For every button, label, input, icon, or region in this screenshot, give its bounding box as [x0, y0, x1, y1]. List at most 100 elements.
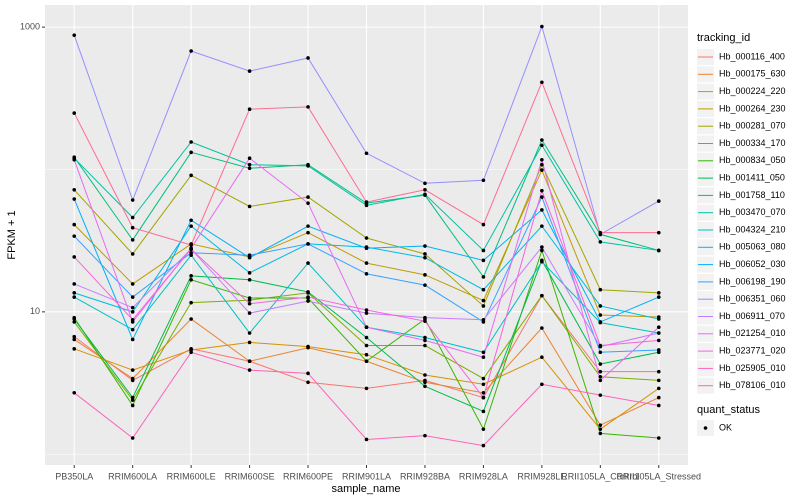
data-point [540, 188, 544, 193]
y-tick-label: 1000 [20, 21, 40, 31]
data-point [247, 255, 252, 260]
data-point [656, 338, 661, 343]
data-point [598, 313, 603, 317]
data-point [481, 287, 486, 292]
data-point [598, 343, 603, 348]
data-point [189, 250, 193, 255]
legend-title: tracking_id [697, 32, 750, 44]
data-point [481, 443, 486, 448]
data-point [540, 248, 544, 253]
data-point [189, 218, 193, 223]
data-point [72, 291, 77, 295]
data-point [247, 69, 252, 73]
data-point [656, 325, 661, 330]
data-point [247, 162, 252, 167]
data-point [481, 178, 486, 183]
data-point [540, 195, 544, 199]
legend-label: Hb_001758_110 [719, 190, 785, 200]
data-point [130, 337, 135, 342]
data-point [423, 373, 427, 377]
data-point [481, 427, 486, 431]
data-point [130, 327, 135, 332]
data-point [72, 33, 77, 37]
data-point [656, 378, 661, 383]
data-point [598, 369, 603, 374]
data-point [656, 403, 661, 408]
data-point [540, 168, 544, 172]
data-point [306, 295, 310, 299]
data-point [423, 335, 427, 340]
data-point [481, 258, 486, 263]
data-point [481, 391, 486, 395]
data-point [72, 391, 77, 395]
data-point [130, 198, 135, 202]
data-point [540, 355, 544, 360]
data-point [481, 409, 486, 414]
legend-title: quant_status [697, 404, 760, 416]
data-point [189, 274, 193, 278]
data-point [481, 355, 486, 360]
data-point [72, 197, 77, 201]
data-point [364, 261, 369, 265]
data-point [656, 331, 661, 335]
data-point [306, 230, 310, 235]
data-point [656, 199, 661, 203]
data-point [598, 427, 603, 431]
data-point [364, 203, 369, 208]
data-point [481, 222, 486, 227]
data-point [423, 315, 427, 320]
data-point [247, 271, 252, 275]
data-point [189, 243, 193, 247]
data-point [189, 277, 193, 282]
data-point [72, 295, 77, 299]
legend-label: Hb_021254_010 [719, 328, 786, 338]
data-point [481, 376, 486, 381]
data-point [656, 230, 661, 235]
legend-label: Hb_023771_020 [719, 345, 786, 355]
data-point [540, 143, 544, 148]
data-point [481, 350, 486, 355]
data-point [364, 325, 369, 330]
data-point [130, 395, 135, 400]
legend-label: Hb_005063_080 [719, 242, 786, 252]
data-point [540, 326, 544, 330]
data-point [423, 192, 427, 197]
data-point [598, 362, 603, 366]
data-point [189, 49, 193, 53]
data-point [189, 140, 193, 144]
x-tick-label: RRIM901LA [342, 471, 391, 481]
data-point [72, 111, 77, 115]
x-tick-label: RRIM600PE [283, 471, 333, 481]
data-point [656, 395, 661, 400]
data-point [656, 436, 661, 440]
legend-label: Hb_006911_070 [719, 311, 785, 321]
data-point [189, 300, 193, 305]
legend-label: Hb_003470_070 [719, 207, 786, 217]
data-point [481, 382, 486, 387]
legend-label: Hb_025905_010 [719, 363, 786, 373]
data-point [481, 298, 486, 303]
data-point [656, 248, 661, 253]
data-point [364, 246, 369, 250]
data-point [72, 282, 77, 286]
data-point [130, 403, 135, 408]
legend-label: Hb_001411_050 [719, 172, 785, 182]
data-point [130, 310, 135, 314]
data-point [423, 343, 427, 348]
data-point [72, 187, 77, 192]
data-point [540, 208, 544, 212]
data-point [423, 244, 427, 248]
data-point [72, 234, 77, 238]
data-point [540, 80, 544, 85]
data-point [423, 384, 427, 389]
data-point [189, 173, 193, 178]
legend-label: Hb_000116_400 [719, 51, 785, 61]
data-point [656, 317, 661, 321]
legend-label: Hb_006198_190 [719, 276, 786, 286]
legend-label: OK [719, 422, 732, 432]
legend-label: Hb_006052_030 [719, 259, 786, 269]
data-point [130, 317, 135, 322]
data-point [540, 293, 544, 298]
data-point [540, 24, 544, 29]
